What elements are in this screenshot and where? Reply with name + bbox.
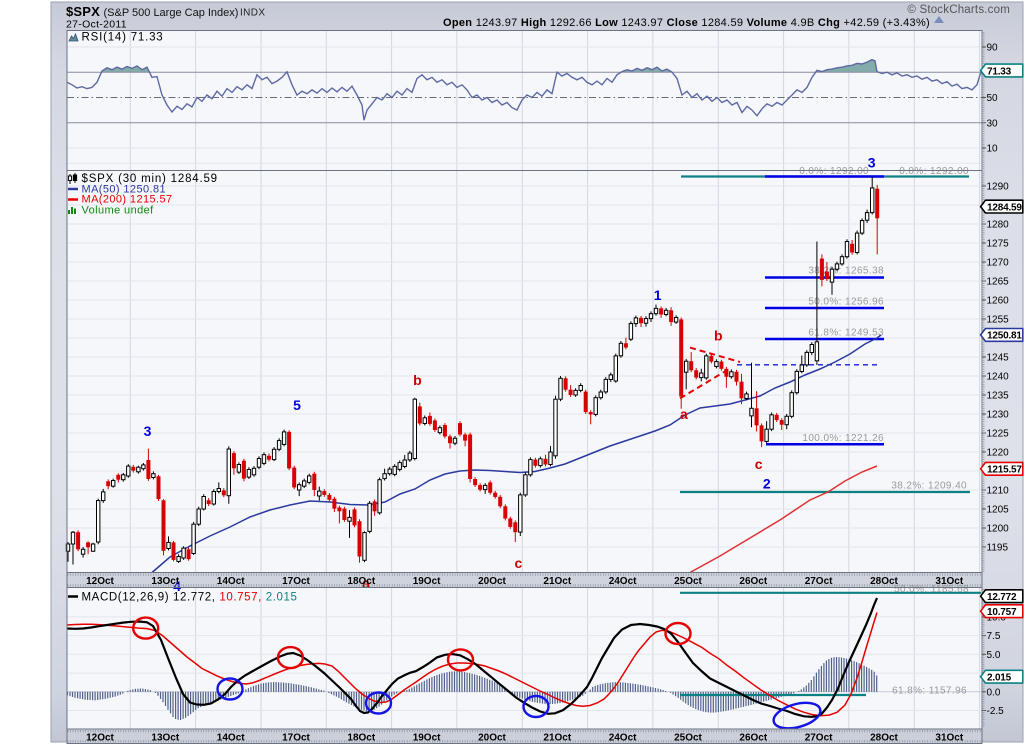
svg-text:28Oct: 28Oct	[870, 732, 898, 743]
svg-text:c: c	[515, 555, 523, 571]
svg-text:28Oct: 28Oct	[870, 576, 898, 587]
svg-text:38.2%: 1209.40: 38.2%: 1209.40	[891, 481, 967, 492]
svg-text:50: 50	[987, 93, 999, 104]
svg-text:17Oct: 17Oct	[282, 576, 310, 587]
svg-text:20Oct: 20Oct	[478, 576, 506, 587]
svg-text:-2.5: -2.5	[987, 706, 1005, 717]
svg-text:38.2%: 1265.38: 38.2%: 1265.38	[808, 266, 884, 277]
svg-text:27-Oct-2011: 27-Oct-2011	[66, 19, 127, 31]
svg-text:27Oct: 27Oct	[805, 732, 833, 743]
svg-text:27Oct: 27Oct	[805, 576, 833, 587]
svg-text:MA(50) 1250.81: MA(50) 1250.81	[82, 184, 166, 196]
svg-text:2: 2	[763, 476, 771, 492]
svg-text:0.0%: 1292.00: 0.0%: 1292.00	[899, 166, 969, 177]
svg-text:MA(200) 1215.57: MA(200) 1215.57	[82, 194, 173, 206]
svg-text:30: 30	[987, 118, 999, 129]
svg-text:1225: 1225	[987, 429, 1010, 440]
svg-text:20Oct: 20Oct	[478, 732, 506, 743]
svg-text:31Oct: 31Oct	[935, 732, 963, 743]
svg-text:5: 5	[293, 397, 301, 413]
svg-text:a: a	[680, 406, 688, 422]
svg-text:24Oct: 24Oct	[609, 576, 637, 587]
svg-text:1275: 1275	[987, 239, 1010, 250]
svg-text:INDX: INDX	[240, 8, 266, 19]
svg-text:a: a	[362, 575, 370, 591]
svg-text:1195: 1195	[987, 543, 1009, 554]
svg-text:19Oct: 19Oct	[413, 732, 441, 743]
svg-text:90: 90	[987, 43, 999, 54]
svg-text:Volume undef: Volume undef	[82, 204, 155, 216]
svg-text:13Oct: 13Oct	[151, 576, 179, 587]
svg-text:14Oct: 14Oct	[217, 732, 245, 743]
svg-text:© StockCharts.com: © StockCharts.com	[907, 4, 1010, 16]
svg-text:14Oct: 14Oct	[217, 576, 245, 587]
svg-text:10.757: 10.757	[987, 607, 1017, 618]
svg-text:1280: 1280	[987, 220, 1010, 231]
svg-text:0.0%: 1292.00: 0.0%: 1292.00	[799, 166, 869, 177]
svg-text:1210: 1210	[987, 486, 1010, 497]
svg-text:26Oct: 26Oct	[739, 732, 767, 743]
svg-text:21Oct: 21Oct	[543, 732, 571, 743]
svg-text:17Oct: 17Oct	[282, 732, 310, 743]
svg-text:24Oct: 24Oct	[609, 732, 637, 743]
svg-text:1245: 1245	[987, 353, 1010, 364]
svg-text:26Oct: 26Oct	[739, 576, 767, 587]
svg-text:1250.81: 1250.81	[987, 331, 1022, 342]
svg-text:3: 3	[144, 423, 152, 439]
svg-text:7.5: 7.5	[987, 631, 1001, 642]
svg-text:100.0%: 1221.26: 100.0%: 1221.26	[802, 433, 884, 444]
svg-text:50.0%: 1256.96: 50.0%: 1256.96	[808, 297, 884, 308]
svg-text:Open 1243.97 High 1292.66 Low: Open 1243.97 High 1292.66 Low 1243.97 Cl…	[443, 17, 930, 29]
svg-text:13Oct: 13Oct	[151, 732, 179, 743]
svg-text:1240: 1240	[987, 372, 1010, 383]
svg-text:31Oct: 31Oct	[935, 576, 963, 587]
svg-text:25Oct: 25Oct	[674, 576, 702, 587]
svg-text:12.772: 12.772	[987, 592, 1017, 603]
svg-text:21Oct: 21Oct	[543, 576, 571, 587]
svg-text:4: 4	[173, 578, 181, 594]
svg-text:b: b	[413, 372, 422, 388]
svg-text:1290: 1290	[987, 182, 1010, 193]
svg-text:3: 3	[868, 155, 876, 171]
svg-text:1230: 1230	[987, 410, 1010, 421]
svg-text:b: b	[714, 328, 723, 344]
svg-text:19Oct: 19Oct	[413, 576, 441, 587]
svg-text:12Oct: 12Oct	[86, 576, 114, 587]
svg-text:MACD(12,26,9) 12.772, 10.757,: MACD(12,26,9) 12.772, 10.757, 2.015	[82, 592, 298, 604]
svg-text:$SPX: $SPX	[66, 4, 100, 19]
svg-text:0.0: 0.0	[987, 687, 1001, 698]
svg-text:1220: 1220	[987, 448, 1010, 459]
svg-text:c: c	[755, 456, 763, 472]
svg-text:1200: 1200	[987, 524, 1010, 535]
svg-text:2.015: 2.015	[987, 673, 1012, 684]
svg-text:18Oct: 18Oct	[347, 732, 375, 743]
svg-text:1235: 1235	[987, 391, 1010, 402]
svg-text:5.0: 5.0	[987, 650, 1001, 661]
svg-text:(S&P 500 Large Cap Index): (S&P 500 Large Cap Index)	[104, 7, 239, 19]
svg-text:1215.57: 1215.57	[987, 465, 1022, 476]
svg-text:10: 10	[987, 144, 999, 155]
svg-text:1: 1	[654, 287, 662, 303]
svg-text:50.0%: 1185.68: 50.0%: 1185.68	[894, 584, 969, 595]
svg-text:1255: 1255	[987, 315, 1010, 326]
svg-text:$SPX (30 min) 1284.59: $SPX (30 min) 1284.59	[82, 173, 218, 185]
svg-text:71.33: 71.33	[987, 66, 1012, 77]
svg-text:1284.59: 1284.59	[987, 202, 1022, 213]
svg-text:1270: 1270	[987, 258, 1010, 269]
svg-text:61.8%: 1157.96: 61.8%: 1157.96	[892, 686, 967, 697]
svg-text:1260: 1260	[987, 296, 1010, 307]
svg-text:18Oct: 18Oct	[347, 576, 375, 587]
svg-text:61.8%: 1249.53: 61.8%: 1249.53	[808, 328, 884, 339]
svg-text:RSI(14) 71.33: RSI(14) 71.33	[82, 32, 164, 44]
svg-text:12Oct: 12Oct	[86, 732, 114, 743]
svg-text:1265: 1265	[987, 277, 1010, 288]
svg-text:1205: 1205	[987, 505, 1010, 516]
svg-text:25Oct: 25Oct	[674, 732, 702, 743]
